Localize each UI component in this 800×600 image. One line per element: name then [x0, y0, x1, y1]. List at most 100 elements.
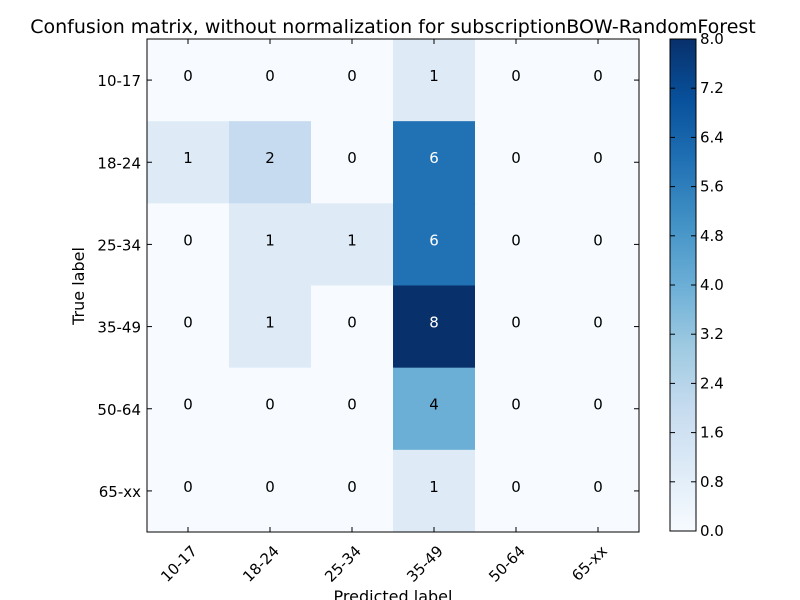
cell-value-label: 0 [511, 396, 521, 414]
x-tick-label: 65-xx [568, 542, 611, 585]
heatmap-cell [475, 39, 558, 122]
colorbar-tick-label: 0.8 [700, 473, 724, 491]
colorbar-tick-label: 1.6 [700, 424, 724, 442]
cell-value-label: 0 [265, 396, 275, 414]
cell-value-label: 0 [593, 478, 603, 496]
heatmap-cell [147, 367, 230, 451]
heatmap-cell [311, 121, 394, 204]
cell-value-label: 0 [511, 231, 521, 249]
heatmap-cell [147, 203, 230, 286]
heatmap-cell [393, 449, 476, 533]
colorbar-tick-label: 4.0 [700, 276, 724, 294]
heatmap-cell [229, 367, 312, 451]
y-tick-label: 10-17 [97, 72, 141, 90]
heatmap-cell [475, 367, 558, 451]
cell-value-label: 1 [347, 231, 357, 249]
y-tick-label: 65-xx [99, 483, 141, 501]
colorbar-ticks: 0.0 0.8 1.6 2.4 3.2 4.0 4.8 5.6 6.4 7.2 8.0 [670, 30, 724, 540]
cell-value-label: 0 [183, 478, 193, 496]
heatmap-cell [557, 367, 640, 451]
colorbar-tick-label: 7.2 [700, 79, 724, 97]
cell-value-label: 0 [347, 67, 357, 85]
y-tick-label: 35-49 [97, 319, 141, 337]
cell-value-label: 0 [511, 314, 521, 332]
cell-value-label: 8 [429, 314, 439, 332]
x-tick-label: 35-49 [403, 542, 447, 586]
colorbar-tick-label: 3.2 [700, 325, 724, 343]
cell-value-label: 0 [593, 231, 603, 249]
cell-value-label: 0 [511, 67, 521, 85]
cell-value-label: 0 [347, 396, 357, 414]
heatmap-cell [557, 121, 640, 204]
cell-value-label: 0 [593, 396, 603, 414]
cell-value-label: 1 [265, 314, 275, 332]
y-axis-label: True label [69, 247, 88, 326]
cell-value-label: 6 [429, 149, 439, 167]
y-tick-label: 25-34 [97, 236, 141, 254]
heatmap-cell [311, 367, 394, 451]
heatmap-cell [393, 285, 476, 369]
heatmap-cell [229, 285, 312, 369]
heatmap-cell [475, 449, 558, 533]
y-tick-label: 18-24 [97, 154, 141, 172]
plot-frame [146, 38, 640, 533]
heatmap-cell [229, 39, 312, 122]
heatmap-cell [557, 203, 640, 286]
cell-value-label: 0 [347, 314, 357, 332]
colorbar-tick-label: 5.6 [700, 178, 724, 196]
cell-value-label: 2 [265, 149, 275, 167]
heatmap-cell [311, 285, 394, 369]
heatmap-cell [311, 449, 394, 533]
heatmap-cell [557, 285, 640, 369]
cell-value-label: 0 [593, 149, 603, 167]
cell-value-label: 0 [347, 478, 357, 496]
heatmap-cell [393, 121, 476, 204]
cell-value-label: 1 [265, 231, 275, 249]
heatmap-cell [393, 367, 476, 451]
cell-value-label: 0 [511, 149, 521, 167]
cell-value-label: 0 [183, 67, 193, 85]
colorbar-tick-label: 8.0 [700, 30, 724, 48]
cell-value-label: 0 [183, 231, 193, 249]
x-tick-label: 10-17 [157, 542, 201, 586]
chart-title: Confusion matrix, without normalization … [30, 16, 756, 38]
heatmap-cell [311, 203, 394, 286]
heatmap-cell [557, 449, 640, 533]
heatmap-cell [311, 39, 394, 122]
x-axis-label: Predicted label [334, 587, 453, 600]
heatmap-cell [229, 449, 312, 533]
heatmap-cells [147, 39, 640, 533]
y-tick-labels: 10-17 18-24 25-34 35-49 50-64 65-xx [97, 72, 141, 501]
heatmap-cell [393, 39, 476, 122]
colorbar-tick-label: 6.4 [700, 128, 724, 146]
x-tick-label: 50-64 [485, 542, 529, 586]
cell-value-label: 1 [429, 478, 439, 496]
cell-value-label: 0 [265, 478, 275, 496]
heatmap-cell [229, 121, 312, 204]
heatmap-cell [475, 203, 558, 286]
x-tick-labels: 10-17 18-24 25-34 35-49 50-64 65-xx [157, 542, 611, 586]
colorbar-tick-label: 0.0 [700, 522, 724, 540]
cell-value-label: 0 [347, 149, 357, 167]
y-tick-label: 50-64 [97, 401, 141, 419]
cell-value-label: 4 [429, 396, 439, 414]
cell-value-label: 0 [183, 396, 193, 414]
heatmap-cell [147, 39, 230, 122]
heatmap-cell [147, 449, 230, 533]
cell-value-label: 0 [593, 314, 603, 332]
heatmap-cell [475, 285, 558, 369]
cell-value-label: 0 [511, 478, 521, 496]
cell-value-label: 0 [593, 67, 603, 85]
heatmap-cell [229, 203, 312, 286]
axis-ticks [147, 39, 639, 532]
x-tick-label: 18-24 [239, 542, 283, 586]
heatmap-cell [393, 203, 476, 286]
cell-value-label: 6 [429, 231, 439, 249]
colorbar-tick-label: 4.8 [700, 227, 724, 245]
cell-value-label: 1 [429, 67, 439, 85]
cell-value-label: 1 [183, 149, 193, 167]
heatmap-cell [147, 285, 230, 369]
x-tick-label: 25-34 [321, 542, 365, 586]
heatmap-cell [147, 121, 230, 204]
